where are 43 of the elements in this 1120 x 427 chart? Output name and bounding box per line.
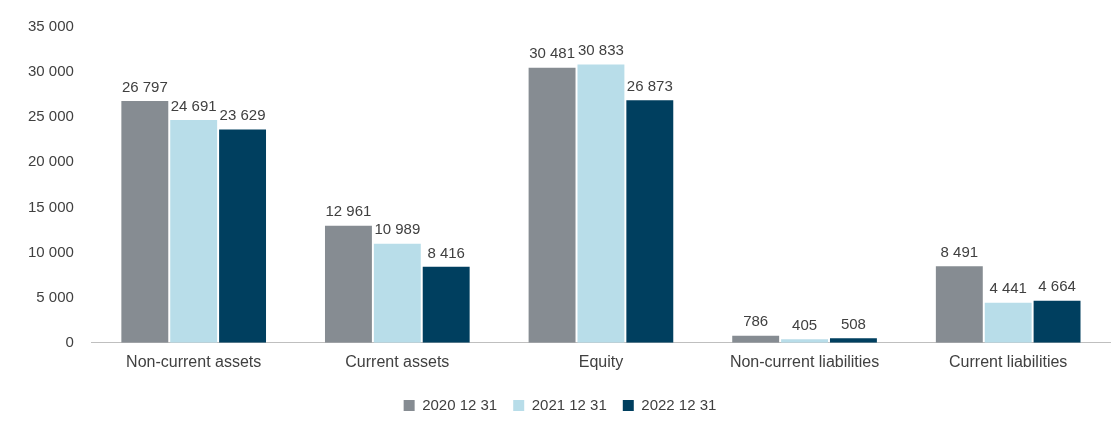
y-tick-label: 35 000 xyxy=(27,17,74,35)
data-label: 786 xyxy=(743,312,769,330)
data-label: 4 441 xyxy=(989,279,1027,297)
legend-label: 2020 12 31 xyxy=(422,395,498,413)
y-tick-label: 10 000 xyxy=(27,242,74,260)
data-label: 30 481 xyxy=(529,44,576,62)
data-label: 12 961 xyxy=(325,202,372,220)
legend-label: 2022 12 31 xyxy=(641,395,717,413)
data-label: 24 691 xyxy=(170,96,217,114)
bar xyxy=(219,129,267,343)
bar xyxy=(373,243,421,343)
bar xyxy=(577,64,625,343)
bar xyxy=(626,100,674,343)
x-tick-label: Non-current liabilities xyxy=(729,352,880,370)
y-tick-label: 30 000 xyxy=(27,62,74,80)
x-tick-label: Current liabilities xyxy=(949,352,1068,370)
y-tick-label: 20 000 xyxy=(27,152,74,170)
y-tick-label: 25 000 xyxy=(27,107,74,125)
y-tick-label: 5 000 xyxy=(36,287,74,305)
data-label: 4 664 xyxy=(1038,277,1076,295)
bar xyxy=(984,302,1032,343)
bar xyxy=(170,120,218,343)
y-tick-label: 15 000 xyxy=(27,197,74,215)
data-label: 508 xyxy=(840,314,866,332)
bar xyxy=(324,225,372,343)
data-label: 8 416 xyxy=(427,243,465,261)
data-label: 30 833 xyxy=(577,41,624,59)
x-tick-label: Non-current assets xyxy=(126,352,262,370)
data-label: 23 629 xyxy=(219,106,266,124)
data-label: 26 873 xyxy=(626,76,673,94)
data-label: 26 797 xyxy=(121,77,168,95)
data-label: 8 491 xyxy=(940,242,979,260)
data-label: 405 xyxy=(792,315,818,333)
y-tick-label: 0 xyxy=(65,332,74,350)
bar xyxy=(121,101,169,343)
bar xyxy=(935,266,983,343)
x-tick-label: Equity xyxy=(578,352,624,370)
bar xyxy=(422,266,470,343)
bar xyxy=(1033,300,1081,343)
data-label: 10 989 xyxy=(374,220,421,238)
x-tick-label: Current assets xyxy=(345,352,450,370)
bar xyxy=(528,67,576,343)
legend-label: 2021 12 31 xyxy=(531,395,607,413)
